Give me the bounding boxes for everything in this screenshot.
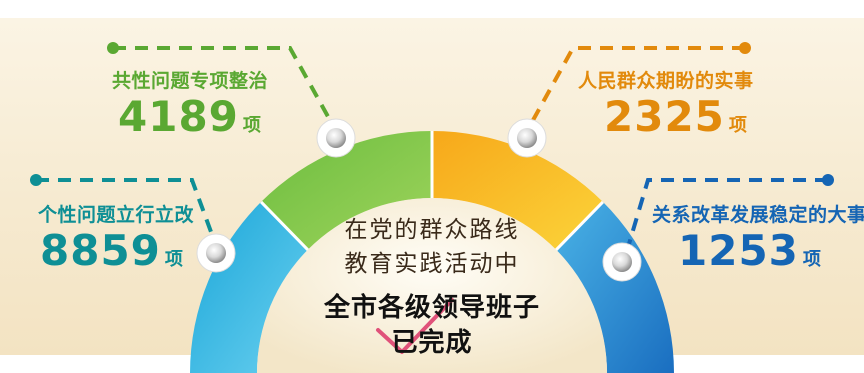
value-number: 1253 [678,226,799,275]
circle-knob-icon [507,118,547,158]
center-text-line1: 在党的群众路线 [344,217,520,243]
value-number: 4189 [118,92,239,141]
value-unit: 项 [242,115,261,136]
circle-knob-icon [196,233,236,273]
value-unit: 项 [164,249,183,270]
center-panel [257,198,607,373]
center-subtitle: 已完成 [391,328,473,358]
item-value-common-issues: 4189 项 [118,96,261,147]
dot-endpoint-icon [30,174,42,186]
value-number: 8859 [40,226,161,275]
value-unit: 项 [728,115,747,136]
gauge-segments [190,131,674,373]
check-mark-icon [376,298,454,354]
dot-endpoint-icon [739,42,751,54]
circle-knob-icon [316,118,356,158]
item-label-common-issues: 共性问题专项整治 [112,70,269,92]
connector-teal [36,178,216,241]
value-number: 2325 [604,92,725,141]
dot-endpoint-icon [822,174,834,186]
item-label-individual-issues: 个性问题立行立改 [38,204,195,226]
segment-yellow [432,131,603,251]
dot-endpoint-icon [107,42,119,54]
item-value-public-expectations: 2325 项 [604,96,747,147]
item-label-major-reform: 关系改革发展稳定的大事 [652,204,864,226]
value-unit: 项 [802,249,821,270]
center-text-line2: 教育实践活动中 [344,251,520,277]
segment-right-blue [555,201,674,373]
item-value-individual-issues: 8859 项 [40,230,183,281]
segment-green [261,131,432,251]
circle-knob-icon [602,242,642,282]
connector-green [113,46,338,132]
segment-left-blue [190,201,309,373]
center-title: 全市各级领导班子 [323,293,540,323]
connector-blue [624,178,828,255]
item-label-public-expectations: 人民群众期盼的实事 [578,70,754,92]
item-value-major-reform: 1253 项 [678,230,821,281]
